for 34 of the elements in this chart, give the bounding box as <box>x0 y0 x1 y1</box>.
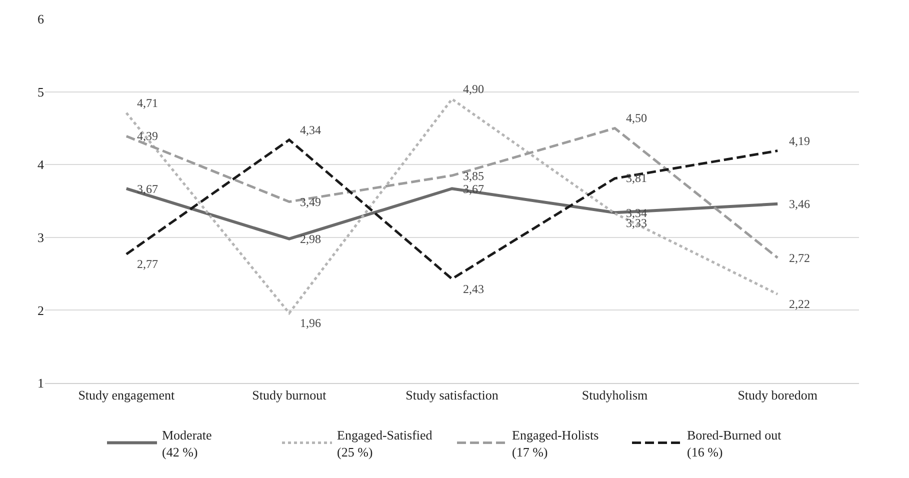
legend-label: Bored-Burned out (16 %) <box>687 427 782 460</box>
data-label: 2,72 <box>789 251 810 265</box>
data-label: 2,22 <box>789 297 810 311</box>
data-label: 4,19 <box>789 134 810 148</box>
data-label: 3,67 <box>137 182 158 196</box>
y-tick-label: 5 <box>38 84 44 100</box>
data-label: 3,85 <box>463 169 484 183</box>
data-label: 2,77 <box>137 257 158 271</box>
data-label: 4,39 <box>137 129 158 143</box>
y-tick-label: 2 <box>38 302 44 318</box>
data-label: 3,81 <box>626 171 647 185</box>
data-label: 4,50 <box>626 111 647 125</box>
x-tick-label: Studyholism <box>582 388 648 403</box>
y-tick-label: 6 <box>38 12 44 27</box>
data-label: 2,98 <box>300 232 321 246</box>
data-label: 3,49 <box>300 195 321 209</box>
data-label: 1,96 <box>300 316 321 330</box>
data-label: 4,34 <box>300 123 321 137</box>
legend-label: Engaged-Satisfied (25 %) <box>337 427 433 460</box>
data-label: 4,71 <box>137 96 158 110</box>
line-series <box>125 98 779 314</box>
y-tick-label: 4 <box>38 157 44 172</box>
data-label: 3,46 <box>789 197 810 211</box>
y-tick-label: 1 <box>38 376 44 391</box>
x-tick-label: Study burnout <box>252 388 327 403</box>
legend-label: Engaged-Holists (17 %) <box>512 427 599 460</box>
x-tick-label: Study boredom <box>738 388 818 403</box>
x-tick-label: Study engagement <box>78 388 175 403</box>
y-tick-label: 3 <box>38 230 44 245</box>
x-tick-label: Study satisfaction <box>406 388 499 403</box>
line-series <box>125 126 779 260</box>
data-label: 2,43 <box>463 282 484 296</box>
legend-label: Moderate (42 %) <box>162 427 212 460</box>
data-label: 4,90 <box>463 82 484 96</box>
